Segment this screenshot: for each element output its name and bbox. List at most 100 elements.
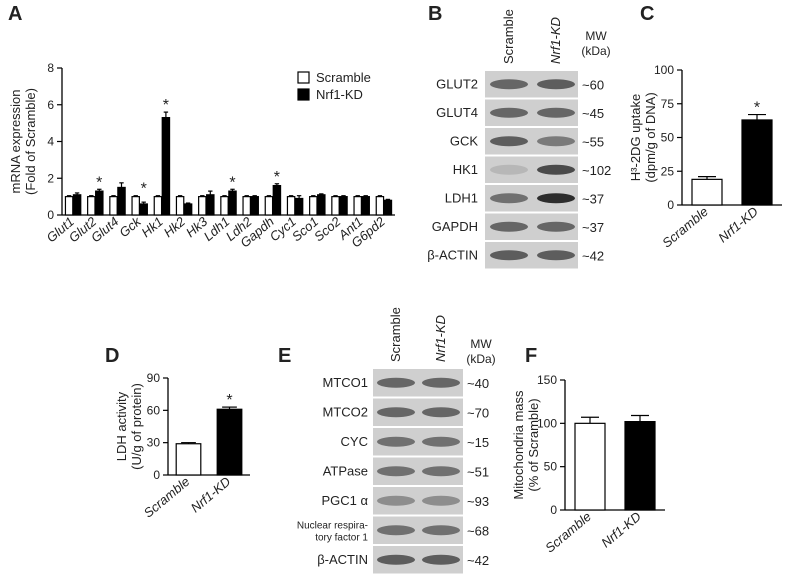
blot-band [377, 495, 415, 506]
bar [264, 196, 274, 216]
mw-label: ~42 [582, 248, 604, 263]
blot-band [490, 164, 528, 175]
blot-band [537, 164, 575, 175]
bar [624, 421, 656, 511]
y-axis-label: H³-2DG uptake [628, 94, 643, 181]
panel-letter: A [8, 3, 22, 25]
y-tick-label: 2 [47, 171, 54, 185]
bar [361, 196, 370, 216]
x-tick-label: Nrf1-KD [715, 204, 761, 246]
mw-label: ~55 [582, 134, 604, 149]
bar [175, 443, 202, 476]
y-tick-label: 30 [147, 436, 161, 450]
bar [64, 196, 74, 216]
y-tick-label: 150 [537, 373, 557, 387]
y-axis-label: (Fold of Scramble) [23, 88, 38, 195]
protein-label: GAPDH [432, 219, 478, 234]
protein-label: MTCO2 [323, 404, 369, 419]
bar [183, 203, 193, 216]
blot-band [377, 436, 415, 447]
panel-letter: B [428, 3, 442, 25]
legend-swatch [297, 88, 310, 101]
panel-letter: E [278, 345, 291, 367]
blot-band [537, 221, 575, 232]
significance-mark: * [226, 392, 232, 409]
blot-band [490, 107, 528, 118]
bar [574, 422, 606, 511]
protein-label: β-ACTIN [427, 247, 478, 262]
mw-header: (kDa) [466, 352, 495, 366]
significance-mark: * [274, 169, 280, 186]
bar [331, 196, 340, 216]
blot-band [377, 525, 415, 536]
bar [317, 194, 326, 216]
bar [691, 178, 723, 206]
y-tick-label: 25 [661, 164, 675, 178]
protein-label: GCK [450, 133, 479, 148]
bar [95, 190, 104, 216]
y-axis-label: (U/g of protein) [129, 383, 144, 470]
bar [294, 197, 304, 216]
bar [206, 194, 215, 216]
blot-band [422, 436, 460, 447]
protein-label: GLUT2 [436, 76, 478, 91]
protein-label: HK1 [453, 162, 478, 177]
y-axis-label: mRNA expression [8, 89, 23, 193]
panel-letter: D [105, 345, 119, 367]
legend-label: Scramble [316, 70, 371, 85]
blot-band [537, 193, 575, 204]
y-axis-label: (dpm/g of DNA) [643, 92, 658, 182]
y-tick-label: 0 [550, 503, 557, 517]
bar [72, 194, 82, 216]
blot-band [377, 554, 415, 565]
y-tick-label: 8 [47, 61, 54, 75]
significance-mark: * [96, 174, 102, 191]
mw-header: MW [585, 29, 607, 43]
mw-label: ~42 [467, 553, 489, 568]
y-tick-label: 0 [153, 468, 160, 482]
y-axis-label: LDH activity [114, 391, 129, 461]
y-tick-label: 60 [147, 403, 161, 417]
panel-letter: C [640, 3, 654, 25]
protein-label: Nuclear respira- [297, 520, 368, 531]
blot-band [422, 495, 460, 506]
bar [375, 196, 385, 216]
protein-label: CYC [341, 434, 368, 449]
protein-label: ATPase [323, 463, 368, 478]
bar [250, 196, 259, 216]
blot-strip [373, 487, 463, 515]
protein-label: LDH1 [445, 190, 478, 205]
y-tick-label: 100 [537, 416, 557, 430]
mw-label: ~93 [467, 494, 489, 509]
bar [220, 196, 229, 216]
significance-mark: * [229, 174, 235, 191]
y-tick-label: 100 [654, 63, 674, 77]
y-tick-label: 50 [661, 131, 675, 145]
blot-band [422, 407, 460, 418]
lane-label: Scramble [501, 9, 516, 64]
mw-header: MW [470, 337, 492, 351]
blot-band [490, 79, 528, 90]
bar [117, 186, 126, 216]
blot-band [422, 554, 460, 565]
mw-label: ~40 [467, 376, 489, 391]
bar [228, 190, 237, 216]
bar [153, 196, 163, 216]
panel-letter: F [525, 345, 537, 367]
bar [216, 408, 243, 476]
bar [139, 203, 148, 216]
blot-band [537, 136, 575, 147]
bar [242, 196, 251, 216]
mw-header: (kDa) [581, 44, 610, 58]
lane-label: Nrf1-KD [433, 315, 448, 362]
blot-band [537, 250, 575, 261]
y-tick-label: 90 [147, 371, 161, 385]
legend-label: Nrf1-KD [316, 87, 363, 102]
mw-label: ~15 [467, 435, 489, 450]
blot-band [537, 107, 575, 118]
y-tick-label: 0 [47, 208, 54, 222]
bar [131, 196, 140, 216]
mw-label: ~37 [582, 220, 604, 235]
bar [198, 196, 207, 216]
significance-mark: * [141, 181, 147, 198]
